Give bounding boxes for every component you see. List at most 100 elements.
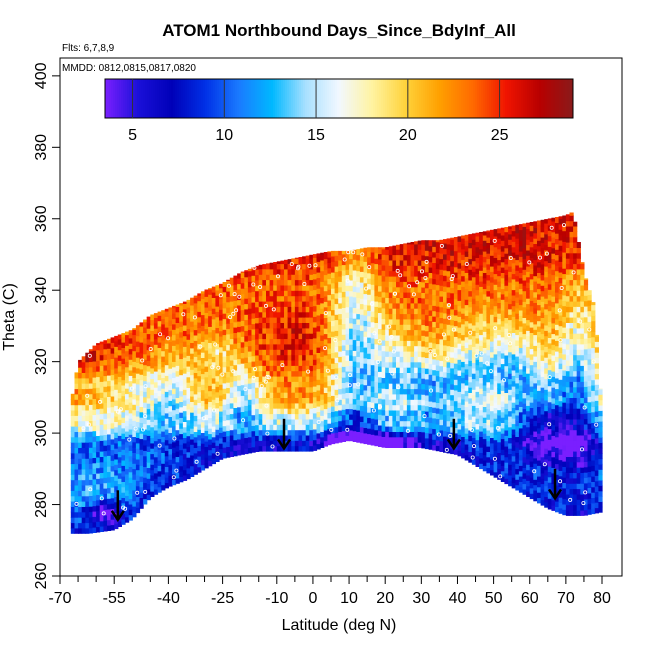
heat-cell	[327, 407, 332, 413]
heat-cell	[294, 295, 300, 302]
heat-cell	[161, 420, 166, 427]
heat-cell	[396, 254, 401, 261]
heat-cell	[403, 243, 408, 245]
heat-cell	[414, 436, 419, 443]
heat-cell	[219, 416, 224, 423]
heat-cell	[450, 362, 455, 369]
heat-cell	[414, 254, 419, 261]
heat-cell	[150, 314, 155, 321]
heat-cell	[153, 478, 159, 485]
heat-cell	[385, 442, 390, 448]
heat-cell	[378, 269, 383, 276]
heat-cell	[219, 314, 224, 321]
heat-cell	[125, 334, 130, 341]
heat-cell	[186, 317, 191, 324]
heat-cell	[294, 424, 300, 431]
heat-cell	[338, 275, 343, 282]
heat-cell	[370, 262, 375, 269]
heat-cell	[114, 474, 119, 481]
heat-cell	[164, 332, 169, 339]
heat-cell	[179, 369, 184, 376]
heat-cell	[471, 324, 477, 331]
heat-cell	[81, 484, 86, 491]
heat-cell	[240, 368, 245, 375]
heat-cell	[540, 279, 545, 286]
heat-cell	[294, 386, 300, 393]
heat-cell	[410, 350, 415, 357]
heat-cell	[522, 488, 527, 495]
heat-cell	[493, 246, 498, 253]
heat-cell	[312, 310, 318, 317]
heat-cell	[500, 315, 505, 322]
heat-cell	[309, 429, 314, 436]
heat-cell	[251, 360, 256, 367]
heat-cell	[471, 233, 477, 240]
heat-cell	[258, 284, 263, 291]
heat-cell	[157, 374, 162, 381]
heat-cell	[374, 284, 379, 291]
heat-cell	[461, 307, 466, 314]
heat-cell	[233, 327, 238, 333]
heat-cell	[208, 326, 213, 333]
heat-cell	[457, 268, 462, 275]
heat-cell	[486, 322, 491, 329]
heat-cell	[85, 511, 90, 518]
heat-cell	[471, 330, 477, 337]
heat-cell	[121, 459, 126, 466]
heat-cell	[237, 288, 242, 295]
heat-cell	[276, 311, 281, 318]
heat-cell	[504, 269, 509, 276]
heat-cell	[414, 340, 419, 347]
heat-cell	[81, 442, 86, 448]
heat-cell	[504, 349, 509, 356]
heat-cell	[153, 403, 159, 410]
heat-cell	[479, 297, 484, 303]
heat-cell	[537, 320, 542, 327]
heat-cell	[396, 361, 401, 368]
heat-cell	[439, 328, 444, 335]
heat-cell	[164, 444, 169, 451]
heat-cell	[367, 363, 372, 370]
heat-cell	[349, 263, 354, 270]
heat-cell	[421, 329, 426, 336]
heat-cell	[457, 364, 462, 371]
heat-cell	[435, 439, 440, 446]
heat-cell	[215, 439, 220, 446]
heat-cell	[435, 327, 440, 334]
heat-cell	[211, 377, 216, 384]
heat-cell	[540, 274, 545, 281]
heat-cell	[327, 358, 332, 365]
heat-cell	[511, 289, 516, 296]
heat-cell	[540, 499, 545, 506]
heat-cell	[338, 281, 343, 288]
heat-cell	[396, 367, 401, 373]
heat-cell	[229, 381, 234, 388]
heat-cell	[233, 364, 238, 371]
heat-cell	[316, 330, 321, 337]
heat-cell	[443, 334, 448, 341]
heat-cell	[258, 375, 263, 382]
heat-cell	[410, 308, 415, 315]
heat-cell	[88, 349, 94, 352]
heat-cell	[363, 277, 368, 284]
heat-cell	[490, 426, 495, 433]
heat-cell	[356, 249, 361, 256]
heat-cell	[392, 249, 397, 256]
heat-cell	[378, 414, 383, 421]
heat-cell	[428, 384, 433, 391]
heat-cell	[247, 302, 253, 309]
heat-cell	[139, 411, 144, 418]
heat-cell	[367, 331, 372, 338]
heat-cell	[103, 396, 108, 403]
heat-cell	[186, 441, 191, 447]
heat-cell	[518, 465, 524, 472]
heat-cell	[432, 246, 437, 253]
heat-cell	[262, 290, 267, 297]
heat-cell	[450, 426, 455, 433]
heat-cell	[200, 325, 206, 332]
heat-cell	[374, 322, 379, 329]
heat-cell	[128, 514, 133, 521]
heat-cell	[540, 354, 545, 361]
heat-cell	[197, 402, 202, 409]
heat-cell	[186, 382, 191, 388]
